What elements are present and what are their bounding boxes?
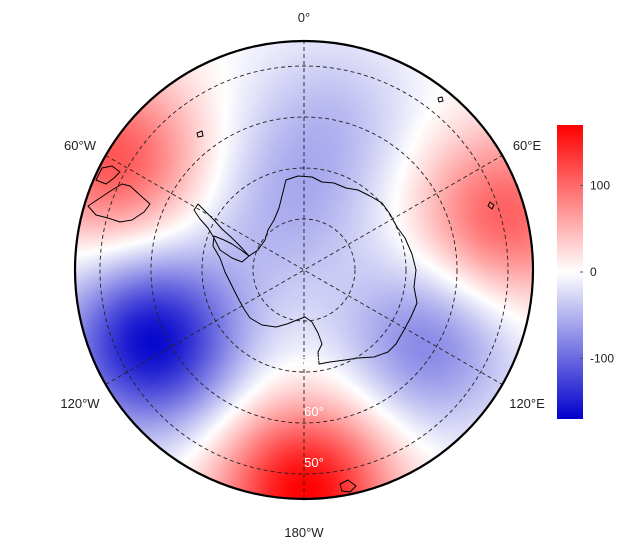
graticule bbox=[75, 41, 533, 499]
lat-label-50: 50° bbox=[304, 455, 324, 470]
antarctic-peninsula-coastline bbox=[193, 203, 250, 263]
latitude-circle bbox=[99, 65, 509, 475]
lon-label-60e: 60°E bbox=[513, 138, 542, 153]
lon-label-60w: 60°W bbox=[64, 138, 97, 153]
antarctica-coastline bbox=[212, 175, 418, 365]
latitude-labels: 70° 60° 50° bbox=[301, 354, 324, 470]
lon-label-120w: 120°W bbox=[60, 396, 100, 411]
coastline-layer bbox=[87, 96, 495, 493]
south-america-coastline bbox=[87, 183, 151, 223]
lon-label-0: 0° bbox=[298, 10, 310, 25]
colorbar-ticks: 100 0 -100 bbox=[580, 179, 614, 365]
latitude-circle bbox=[150, 116, 458, 424]
new-zealand-coastline bbox=[339, 479, 357, 493]
colorbar: 100 0 -100 bbox=[557, 125, 614, 419]
lat-label-70: 70° bbox=[301, 354, 321, 369]
colorbar-tick-label: 100 bbox=[590, 179, 610, 193]
colorbar-tick-label: 0 bbox=[590, 265, 597, 279]
island-3-coastline bbox=[437, 96, 444, 103]
lat-label-60: 60° bbox=[304, 404, 324, 419]
map-boundary bbox=[73, 39, 535, 501]
meridian-line bbox=[105, 155, 503, 385]
island-1-coastline bbox=[487, 201, 495, 210]
colorbar-gradient bbox=[557, 125, 583, 419]
island-2-coastline bbox=[196, 130, 204, 138]
colorbar-tick-label: -100 bbox=[590, 351, 614, 365]
lon-label-120e: 120°E bbox=[509, 396, 545, 411]
meridian-line bbox=[105, 155, 503, 385]
longitude-labels: 0° 60°W 60°E 120°W 120°E 180°W bbox=[60, 10, 545, 540]
lon-label-180w: 180°W bbox=[284, 525, 324, 540]
anomaly-field bbox=[75, 41, 533, 499]
south-america-coastline-2 bbox=[95, 165, 121, 185]
